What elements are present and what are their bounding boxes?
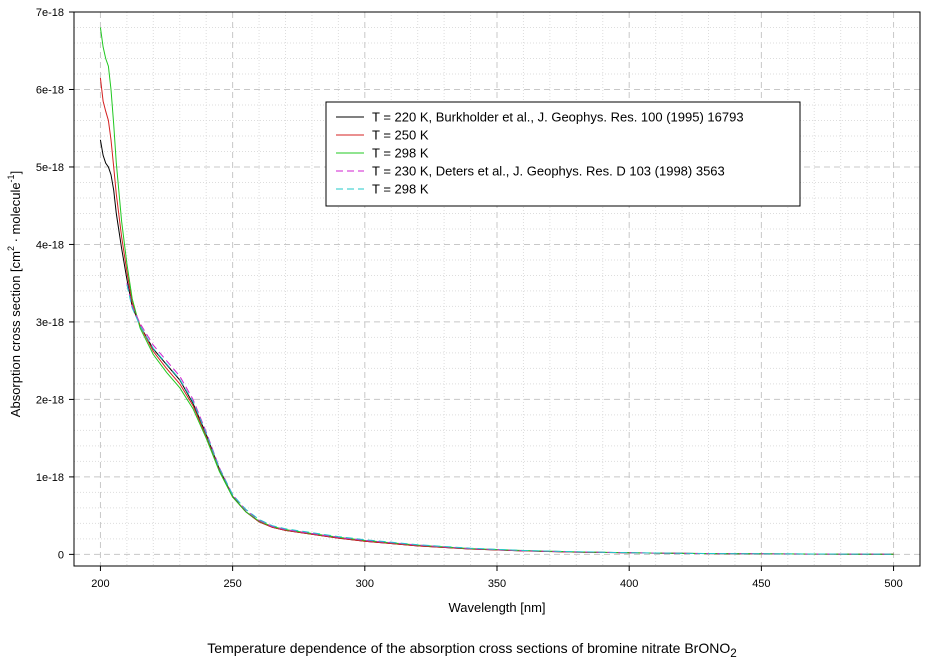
- series-layer: [99, 27, 894, 555]
- y-axis-title: Absorption cross section [cm2 · molecule…: [6, 171, 23, 417]
- legend: T = 220 K, Burkholder et al., J. Geophys…: [325, 101, 801, 207]
- x-tick-label: 350: [488, 578, 506, 590]
- x-axis-title: Wavelength [nm]: [448, 600, 545, 615]
- y-tick-label: 7e-18: [36, 7, 64, 19]
- x-tick-label: 300: [356, 578, 374, 590]
- legend-label-5: T = 298 K: [372, 182, 429, 197]
- y-tick-label: 4e-18: [36, 239, 64, 251]
- legend-label-1: T = 220 K, Burkholder et al., J. Geophys…: [372, 110, 744, 125]
- legend-label-4: T = 230 K, Deters et al., J. Geophys. Re…: [372, 164, 725, 179]
- x-tick-label: 400: [620, 578, 638, 590]
- x-tick-label: 200: [91, 578, 109, 590]
- y-axis-title-superscript-1: 2: [6, 246, 16, 251]
- x-tick-label: 500: [884, 578, 902, 590]
- y-tick-label: 2e-18: [36, 394, 64, 406]
- y-tick-label: 3e-18: [36, 317, 64, 329]
- y-tick-label: 5e-18: [36, 162, 64, 174]
- y-tick-label: 0: [58, 549, 64, 561]
- y-tick-label: 1e-18: [36, 472, 64, 484]
- grid: [74, 11, 920, 566]
- x-tick-label: 450: [752, 578, 770, 590]
- series-line-4: [126, 283, 894, 555]
- caption-subscript: 2: [730, 646, 737, 660]
- caption-text: Temperature dependence of the absorption…: [207, 640, 731, 656]
- legend-label-3: T = 298 K: [372, 146, 429, 161]
- y-axis-title-part-2: · molecule: [8, 182, 23, 246]
- ticks: 200 250 300 350 400 450 500 0 1e-18 2e-18 3e-18 4e-…: [36, 7, 903, 590]
- chart-caption: Temperature dependence of the absorption…: [0, 640, 944, 660]
- y-axis-title-part-3: ]: [8, 171, 23, 175]
- x-tick-label: 250: [223, 578, 241, 590]
- y-tick-label: 6e-18: [36, 84, 64, 96]
- y-axis-title-part-1: Absorption cross section [cm: [8, 251, 23, 417]
- series-line-5: [126, 284, 894, 555]
- legend-label-2: T = 250 K: [372, 128, 429, 143]
- y-axis-title-superscript-2: -1: [6, 174, 16, 182]
- legend-box: [325, 101, 801, 207]
